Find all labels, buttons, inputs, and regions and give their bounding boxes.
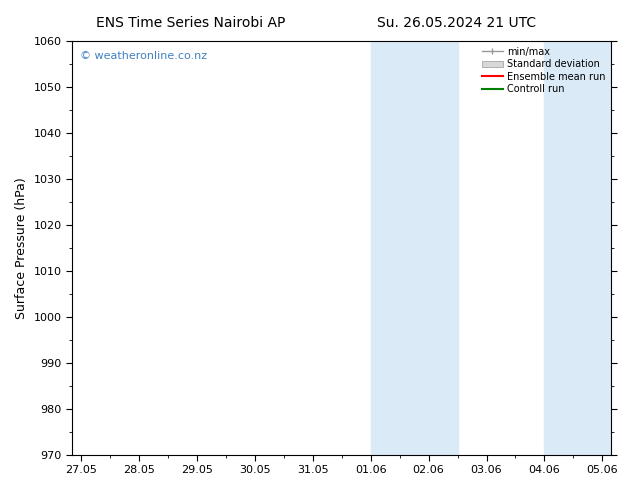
Y-axis label: Surface Pressure (hPa): Surface Pressure (hPa): [15, 177, 28, 318]
Bar: [545, 41, 631, 455]
Text: ENS Time Series Nairobi AP: ENS Time Series Nairobi AP: [96, 16, 285, 30]
Bar: [371, 41, 458, 455]
Text: © weatheronline.co.nz: © weatheronline.co.nz: [80, 51, 207, 61]
Legend: min/max, Standard deviation, Ensemble mean run, Controll run: min/max, Standard deviation, Ensemble me…: [477, 43, 609, 98]
Text: Su. 26.05.2024 21 UTC: Su. 26.05.2024 21 UTC: [377, 16, 536, 30]
